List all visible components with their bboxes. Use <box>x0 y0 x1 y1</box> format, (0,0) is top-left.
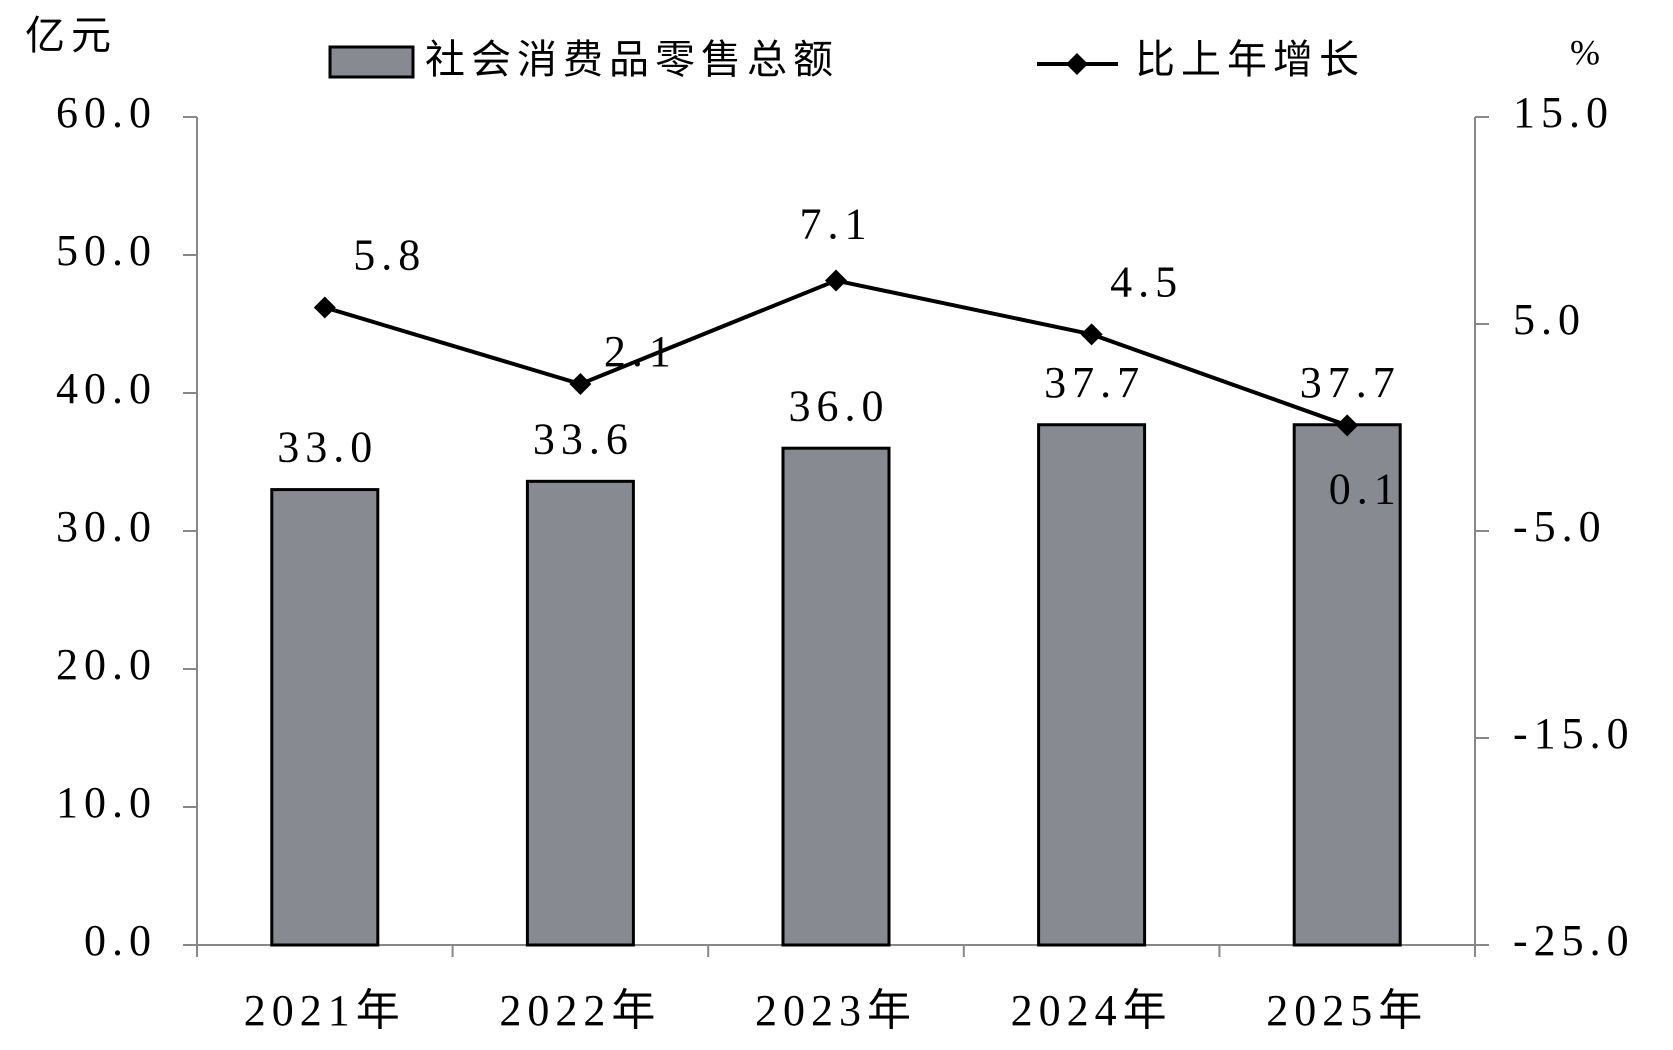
bar <box>1292 423 1402 947</box>
bar-value-label: 37.7 <box>1044 358 1145 407</box>
bar-value-label: 37.7 <box>1300 358 1401 407</box>
y-tick-label: 10.0 <box>56 778 157 827</box>
y2-tick-label: -15.0 <box>1513 709 1635 758</box>
line-value-label: 5.8 <box>353 231 426 280</box>
legend-swatch <box>328 45 415 79</box>
line-marker <box>825 269 847 292</box>
line-value-label: 7.1 <box>800 200 873 249</box>
line-marker <box>1080 323 1103 346</box>
legend-label: 比上年增长 <box>1135 37 1365 83</box>
y-tick-label: 40.0 <box>56 364 157 413</box>
y-tick-label: 60.0 <box>56 88 157 137</box>
legend-label: 社会消费品零售总额 <box>425 37 839 83</box>
bar <box>270 488 380 947</box>
x-tick-label: 2025年 <box>1266 986 1428 1035</box>
x-tick-label: 2021年 <box>244 986 406 1035</box>
bar <box>1037 423 1147 947</box>
y2-tick-label: -5.0 <box>1513 502 1607 551</box>
y2-tick-label: 5.0 <box>1513 295 1586 344</box>
legend-swatch <box>1066 53 1088 75</box>
bar-value-label: 33.0 <box>277 423 378 472</box>
line-value-label: 2.1 <box>604 327 677 376</box>
x-tick-label: 2024年 <box>1011 986 1173 1035</box>
y-axis-label: 亿元 <box>25 13 117 59</box>
line-value-label: 4.5 <box>1110 257 1183 306</box>
x-tick-label: 2023年 <box>755 986 917 1035</box>
y2-tick-label: -25.0 <box>1513 916 1635 965</box>
x-tick-label: 2022年 <box>499 986 661 1035</box>
bar-value-label: 36.0 <box>789 381 890 430</box>
line-value-label: 0.1 <box>1329 465 1402 514</box>
y2-tick-label: 15.0 <box>1513 88 1614 137</box>
y-tick-label: 20.0 <box>56 640 157 689</box>
y-tick-label: 0.0 <box>84 916 157 965</box>
bar-value-label: 33.6 <box>533 414 634 463</box>
y-tick-label: 30.0 <box>56 502 157 551</box>
bar <box>525 479 635 947</box>
line-marker <box>1336 414 1359 437</box>
y-tick-label: 50.0 <box>56 226 157 275</box>
line-marker <box>313 296 336 319</box>
y2-axis-label: % <box>1570 32 1606 72</box>
bar <box>781 446 891 947</box>
line-marker <box>569 373 592 396</box>
